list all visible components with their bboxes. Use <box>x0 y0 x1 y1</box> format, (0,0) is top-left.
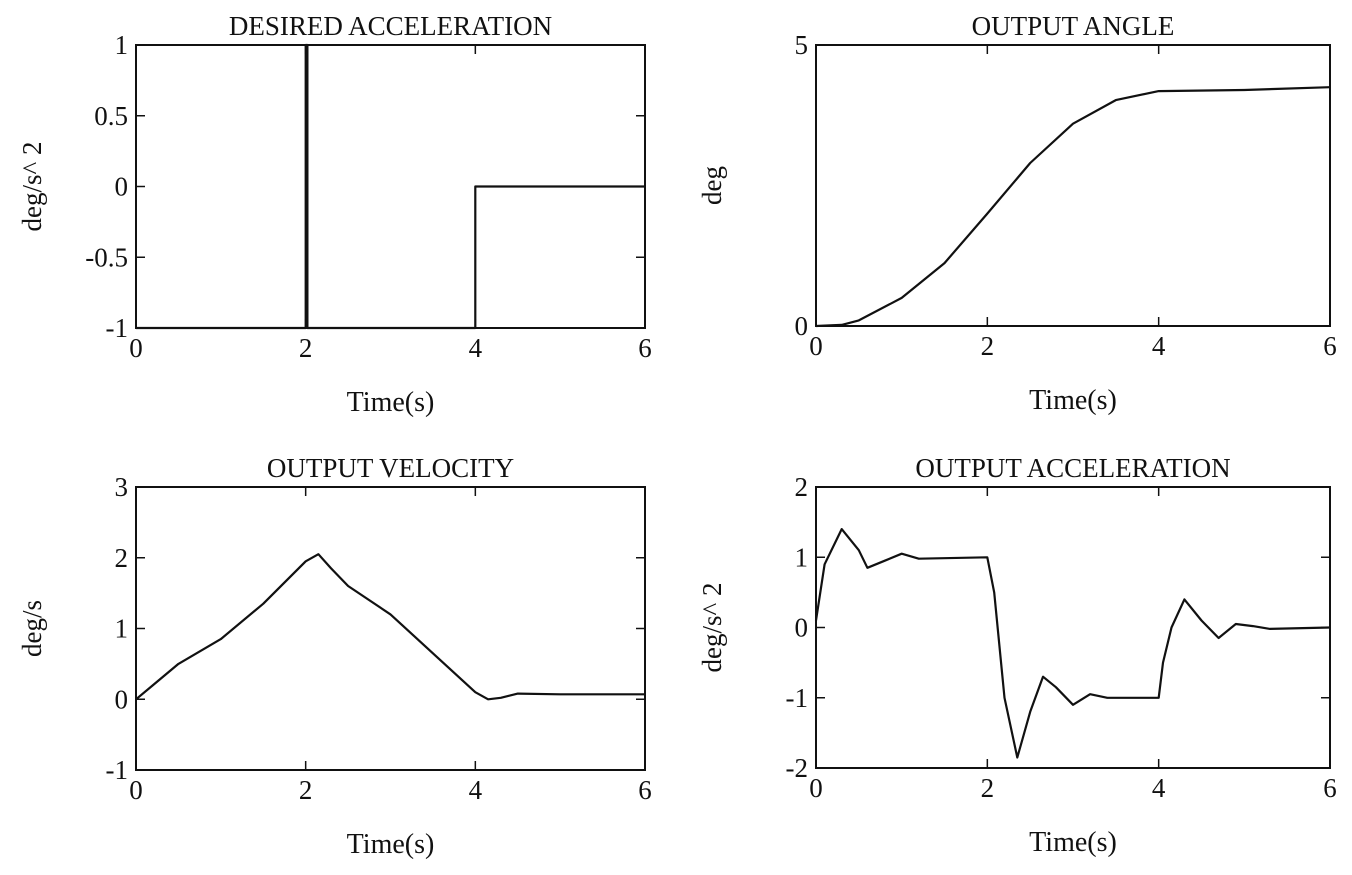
chart-panel-1: OUTPUT ANGLE 0 2 4 6 0 5 Time(s) deg <box>697 11 1337 416</box>
series-line <box>135 553 645 701</box>
x-tick-label: 0 <box>129 333 143 363</box>
chart-title: OUTPUT ACCELERATION <box>915 453 1230 483</box>
y-tick-label: -2 <box>786 753 809 783</box>
y-tick-label: 0.5 <box>94 101 128 131</box>
chart-title: OUTPUT ANGLE <box>972 11 1175 41</box>
x-tick-label: 2 <box>299 775 313 805</box>
y-tick-label: 0 <box>795 613 809 643</box>
x-tick-label: 4 <box>1152 331 1166 361</box>
x-axis-label: Time(s) <box>1029 385 1117 416</box>
y-axis-label: deg <box>697 166 727 205</box>
y-tick-label: 2 <box>115 543 129 573</box>
chart-panel-3: OUTPUT ACCELERATION 0 2 4 6 -2 -1 0 1 2 Time(s) deg… <box>697 453 1337 858</box>
chart-title: DESIRED ACCELERATION <box>229 11 552 41</box>
y-tick-label: -1 <box>106 313 129 343</box>
y-tick-label: 2 <box>795 472 809 502</box>
chart-title: OUTPUT VELOCITY <box>267 453 514 483</box>
y-tick-label: 1 <box>115 30 129 60</box>
x-axis-label: Time(s) <box>1029 827 1117 858</box>
plot-frame <box>135 486 646 771</box>
series-line <box>136 43 645 330</box>
x-tick-label: 0 <box>809 773 823 803</box>
y-tick-label: -0.5 <box>85 242 128 272</box>
y-axis-label: deg/s^ 2 <box>697 583 727 673</box>
y-tick-label: 0 <box>115 172 129 202</box>
y-tick-label: 5 <box>795 30 809 60</box>
series-line <box>814 527 1331 759</box>
x-tick-label: 6 <box>638 775 652 805</box>
x-tick-label: 6 <box>1323 331 1337 361</box>
x-tick-label: 2 <box>981 773 995 803</box>
x-axis-label: Time(s) <box>347 829 435 860</box>
x-tick-label: 0 <box>809 331 823 361</box>
x-tick-label: 6 <box>638 333 652 363</box>
x-tick-label: 2 <box>981 331 995 361</box>
x-tick-label: 4 <box>469 775 483 805</box>
x-tick-label: 4 <box>1152 773 1166 803</box>
y-tick-label: 0 <box>115 684 129 714</box>
x-axis-label: Time(s) <box>347 387 435 418</box>
plot-frame <box>815 486 1331 769</box>
y-tick-label: -1 <box>106 755 129 785</box>
y-axis-label: deg/s <box>17 600 47 657</box>
chart-panel-0: DESIRED ACCELERATION 0 2 4 6 -1 -0.5 0 0.5 1 Time(… <box>17 11 652 418</box>
plot-frame <box>815 44 1331 327</box>
y-tick-label: -1 <box>786 683 809 713</box>
y-axis-label: deg/s^ 2 <box>17 142 47 232</box>
series-line <box>815 86 1331 328</box>
x-tick-label: 2 <box>299 333 313 363</box>
y-tick-label: 1 <box>795 542 809 572</box>
x-tick-label: 0 <box>129 775 143 805</box>
y-tick-label: 0 <box>795 311 809 341</box>
x-tick-label: 4 <box>469 333 483 363</box>
y-tick-label: 1 <box>115 614 129 644</box>
y-tick-label: 3 <box>115 472 129 502</box>
x-tick-label: 6 <box>1323 773 1337 803</box>
